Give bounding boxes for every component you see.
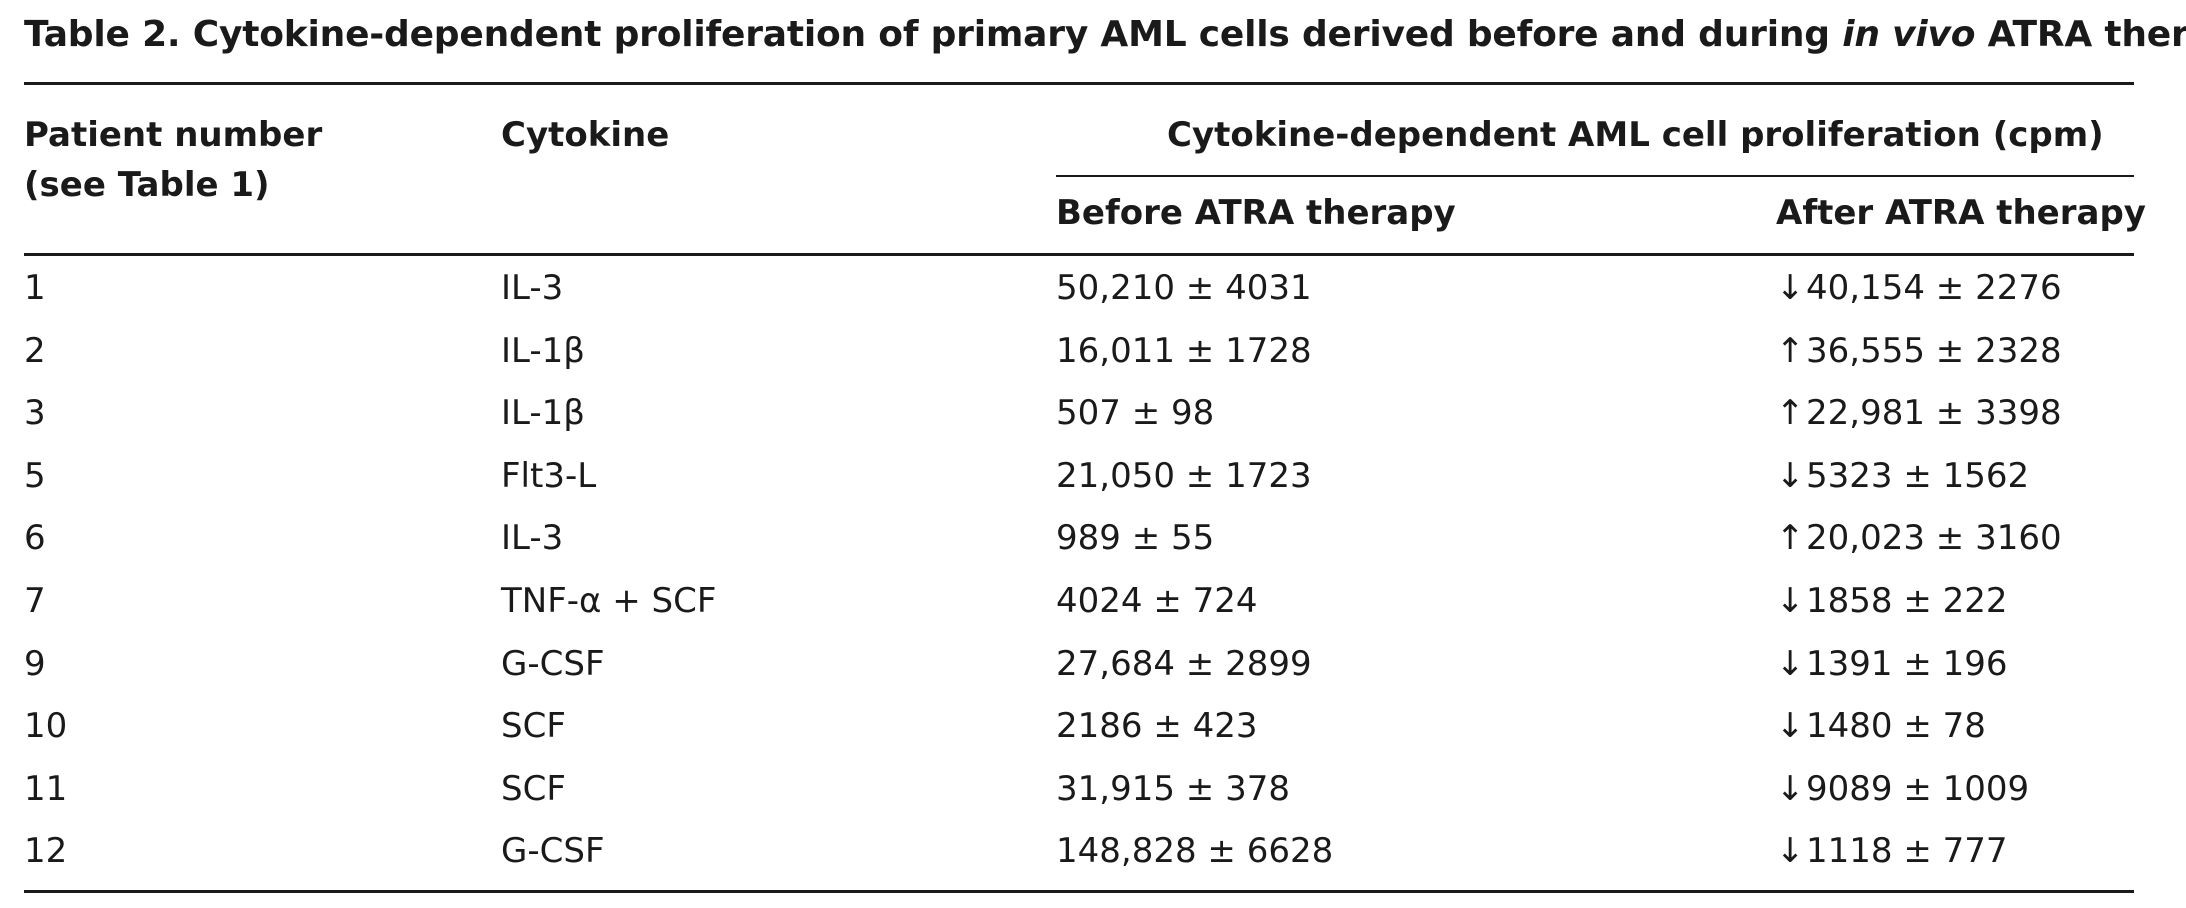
table-row: 11 SCF 31,915 ± 378 ↓9089 ± 1009: [24, 758, 2134, 820]
cell-cytokine: IL-3: [501, 518, 564, 559]
arrow-up-icon: ↑: [1776, 330, 1805, 371]
table-page: Table 2. Cytokine-dependent proliferatio…: [24, 0, 2186, 908]
caption-prefix: Table 2. Cytokine-dependent proliferatio…: [24, 14, 1843, 55]
table-row: 9 G-CSF 27,684 ± 2899 ↓1391 ± 196: [24, 633, 2134, 695]
cell-patient-number: 1: [24, 268, 46, 308]
cell-after-atra: ↑36,555 ± 2328: [1776, 320, 2062, 382]
header-patient-number: Patient number (see Table 1): [24, 110, 322, 210]
after-value: 9089 ± 1009: [1806, 768, 2030, 809]
table-row: 2 IL-1β 16,011 ± 1728 ↑36,555 ± 2328: [24, 320, 2134, 382]
header-rule: [24, 253, 2134, 256]
arrow-up-icon: ↑: [1776, 393, 1805, 434]
arrow-down-icon: ↓: [1776, 455, 1805, 496]
cell-patient-number: 5: [24, 455, 46, 496]
table-row: 6 IL-3 989 ± 55 ↑20,023 ± 3160: [24, 507, 2134, 569]
cell-cytokine: G-CSF: [501, 831, 605, 872]
cell-cytokine: TNF-α + SCF: [501, 581, 717, 621]
cell-patient-number: 6: [24, 518, 46, 559]
arrow-up-icon: ↑: [1776, 518, 1805, 559]
cell-after-atra: ↓40,154 ± 2276: [1776, 257, 2062, 319]
cell-cytokine: SCF: [501, 768, 566, 809]
cell-patient-number: 11: [24, 768, 68, 809]
cell-patient-number: 9: [24, 643, 46, 684]
table-row: 5 Flt3-L 21,050 ± 1723 ↓5323 ± 1562: [24, 445, 2134, 507]
after-value: 40,154 ± 2276: [1806, 268, 2062, 308]
cell-patient-number: 3: [24, 393, 46, 434]
cell-patient-number: 10: [24, 706, 68, 747]
after-value: 1391 ± 196: [1806, 643, 2008, 684]
arrow-down-icon: ↓: [1776, 831, 1805, 872]
cell-after-atra: ↓5323 ± 1562: [1776, 445, 2029, 507]
cell-cytokine: IL-3: [501, 268, 564, 308]
cell-after-atra: ↓9089 ± 1009: [1776, 758, 2029, 820]
header-patient-line1: Patient number: [24, 115, 323, 155]
cell-before-atra: 27,684 ± 2899: [1056, 643, 1312, 684]
cell-before-atra: 4024 ± 724: [1056, 581, 1258, 621]
cell-cytokine: IL-1β: [501, 330, 585, 371]
cell-after-atra: ↓1858 ± 222: [1776, 570, 2008, 632]
cell-after-atra: ↓1118 ± 777: [1776, 820, 2008, 882]
cell-before-atra: 16,011 ± 1728: [1056, 330, 1312, 371]
arrow-down-icon: ↓: [1776, 768, 1805, 809]
table-row: 7 TNF-α + SCF 4024 ± 724 ↓1858 ± 222: [24, 570, 2134, 632]
table-caption: Table 2. Cytokine-dependent proliferatio…: [24, 14, 2186, 55]
cell-patient-number: 12: [24, 831, 68, 872]
cell-before-atra: 31,915 ± 378: [1056, 768, 1290, 809]
header-proliferation-group: Cytokine-dependent AML cell proliferatio…: [1167, 115, 2104, 155]
cell-patient-number: 7: [24, 581, 46, 621]
table-row: 1 IL-3 50,210 ± 4031 ↓40,154 ± 2276: [24, 257, 2134, 319]
cell-before-atra: 2186 ± 423: [1056, 706, 1258, 747]
caption-suffix: ATRA therapy.: [1987, 14, 2186, 55]
after-value: 1118 ± 777: [1806, 831, 2008, 872]
cell-before-atra: 989 ± 55: [1056, 518, 1215, 559]
after-value: 20,023 ± 3160: [1806, 518, 2062, 559]
table-row: 10 SCF 2186 ± 423 ↓1480 ± 78: [24, 695, 2134, 757]
cell-before-atra: 50,210 ± 4031: [1056, 268, 1312, 308]
top-rule: [24, 82, 2134, 85]
cell-after-atra: ↑22,981 ± 3398: [1776, 382, 2062, 444]
header-after-atra: After ATRA therapy: [1776, 193, 2146, 233]
arrow-down-icon: ↓: [1776, 268, 1805, 308]
cell-after-atra: ↑20,023 ± 3160: [1776, 507, 2062, 569]
after-value: 5323 ± 1562: [1806, 455, 2030, 496]
table-row: 12 G-CSF 148,828 ± 6628 ↓1118 ± 777: [24, 820, 2134, 882]
cell-after-atra: ↓1480 ± 78: [1776, 695, 1986, 757]
arrow-down-icon: ↓: [1776, 643, 1805, 684]
cell-before-atra: 148,828 ± 6628: [1056, 831, 1334, 872]
caption-italic: in vivo: [1842, 14, 1976, 55]
table-row: 3 IL-1β 507 ± 98 ↑22,981 ± 3398: [24, 382, 2134, 444]
cell-before-atra: 507 ± 98: [1056, 393, 1215, 434]
after-value: 36,555 ± 2328: [1806, 330, 2062, 371]
cell-cytokine: Flt3-L: [501, 455, 597, 496]
after-value: 22,981 ± 3398: [1806, 393, 2062, 434]
header-cytokine: Cytokine: [501, 115, 670, 155]
cell-cytokine: SCF: [501, 706, 566, 747]
arrow-down-icon: ↓: [1776, 581, 1805, 621]
after-value: 1480 ± 78: [1806, 706, 1986, 747]
cell-cytokine: G-CSF: [501, 643, 605, 684]
cell-cytokine: IL-1β: [501, 393, 585, 434]
cell-patient-number: 2: [24, 330, 46, 371]
header-patient-line2: (see Table 1): [24, 165, 270, 205]
cell-before-atra: 21,050 ± 1723: [1056, 455, 1312, 496]
arrow-down-icon: ↓: [1776, 706, 1805, 747]
cell-after-atra: ↓1391 ± 196: [1776, 633, 2008, 695]
group-span-rule: [1056, 175, 2134, 177]
after-value: 1858 ± 222: [1806, 581, 2008, 621]
header-before-atra: Before ATRA therapy: [1056, 193, 1456, 233]
bottom-rule: [24, 890, 2134, 893]
